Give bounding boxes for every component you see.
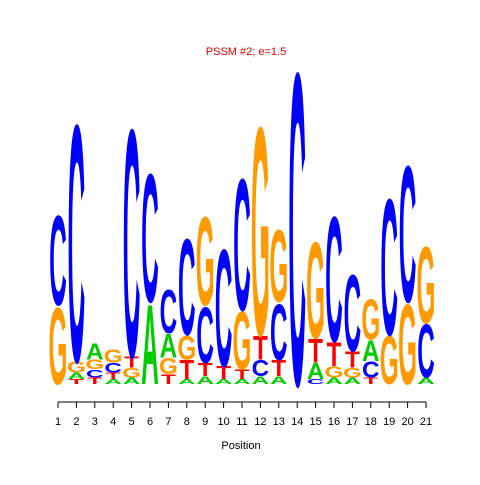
logo-letter: C <box>160 276 178 346</box>
logo-letter: T <box>179 356 194 386</box>
x-tick-label: 12 <box>254 416 266 428</box>
logo-letter: T <box>87 376 102 386</box>
x-tick-label: 14 <box>291 416 303 428</box>
logo-letter: A <box>160 328 178 366</box>
logo-letter: T <box>235 367 250 382</box>
x-tick-label: 21 <box>420 416 432 428</box>
logo-letter: C <box>380 159 398 377</box>
logo-letter: G <box>343 366 362 381</box>
logo-letter: G <box>361 289 380 353</box>
logo-letter: G <box>380 321 399 398</box>
logo-letter: C <box>288 0 306 480</box>
logo-letter: T <box>198 360 213 380</box>
logo-letter: A <box>270 374 288 387</box>
logo-letter: T <box>161 372 176 387</box>
logo-letter: C <box>215 216 233 402</box>
logo-letter: A <box>141 280 159 409</box>
x-axis-label: Position <box>221 440 260 452</box>
logo-letter: G <box>196 192 215 332</box>
x-tick-label: 18 <box>365 416 377 428</box>
logo-letter: T <box>216 363 231 383</box>
logo-letter: C <box>417 309 435 394</box>
logo-letter: T <box>327 336 342 374</box>
logo-letter: A <box>325 376 343 386</box>
logo-letter: G <box>49 285 68 408</box>
logo-letter: G <box>398 280 417 409</box>
chart-title: PSSM #2; e=1.5 <box>206 46 286 58</box>
logo-letter: C <box>344 252 362 375</box>
logo-letter: G <box>233 295 252 387</box>
logo-letter: G <box>177 329 196 367</box>
logo-letter: G <box>122 366 141 381</box>
logo-letter: G <box>67 358 86 376</box>
x-tick-label: 20 <box>401 416 413 428</box>
logo-letter: T <box>253 329 268 367</box>
logo-letter: T <box>69 378 84 386</box>
logo-letter: A <box>123 376 141 386</box>
logo-letter: A <box>233 378 251 386</box>
logo-letter: A <box>417 376 435 386</box>
logo-letter: G <box>251 65 270 398</box>
x-tick-label: 19 <box>383 416 395 428</box>
logo-letter: T <box>124 353 139 371</box>
logo-letter: T <box>345 348 360 373</box>
x-tick-label: 9 <box>202 416 208 428</box>
logo-letter: G <box>269 208 288 324</box>
logo-letter: G <box>306 214 325 367</box>
logo-letter: A <box>307 360 325 385</box>
logo-letter: G <box>325 363 344 381</box>
x-tick-label: 8 <box>184 416 190 428</box>
logo-letter: G <box>159 355 178 380</box>
logo-letter: A <box>344 376 362 386</box>
x-tick-label: 3 <box>92 416 98 428</box>
logo-letter: C <box>86 368 104 381</box>
x-tick-label: 6 <box>147 416 153 428</box>
logo-letter: T <box>308 333 323 371</box>
logo-letter: C <box>104 361 122 376</box>
x-tick-label: 11 <box>236 416 247 428</box>
x-tick-label: 10 <box>217 416 229 428</box>
logo-letter: C <box>141 136 159 341</box>
logo-letter: G <box>104 346 123 366</box>
logo-letter: A <box>104 378 122 386</box>
x-tick-label: 15 <box>309 416 321 428</box>
logo-letter: C <box>123 61 141 425</box>
logo-letter: T <box>106 371 121 381</box>
logo-letter: C <box>399 126 417 344</box>
x-tick-label: 17 <box>346 416 358 428</box>
logo-letter: C <box>49 188 67 333</box>
logo-letter: G <box>85 357 104 372</box>
logo-letter: C <box>307 378 325 386</box>
logo-letter: C <box>325 181 343 380</box>
logo-letter: A <box>362 333 380 367</box>
logo-letter: C <box>233 141 251 350</box>
logo-letter: A <box>68 371 86 381</box>
logo-letter: C <box>196 289 214 380</box>
x-tick-label: 13 <box>273 416 285 428</box>
logo-letter: T <box>363 376 378 386</box>
logo-letter: T <box>271 356 286 381</box>
x-tick-label: 7 <box>165 416 171 428</box>
x-tick-label: 5 <box>129 416 135 428</box>
logo-letter: A <box>178 378 196 386</box>
logo-letter: C <box>178 211 196 364</box>
logo-letter: C <box>362 358 380 383</box>
logo-letter: A <box>86 340 104 365</box>
logo-letter: G <box>417 224 436 347</box>
logo-letter: A <box>252 374 270 387</box>
logo-letter: C <box>270 286 288 377</box>
x-tick-label: 16 <box>328 416 340 428</box>
x-tick-label: 1 <box>55 416 61 428</box>
x-tick-label: 4 <box>110 416 116 428</box>
x-tick-label: 2 <box>73 416 79 428</box>
logo-letter: A <box>215 378 233 386</box>
logo-letter: C <box>252 356 270 381</box>
logo-letter: C <box>68 53 86 432</box>
logo-letter: A <box>196 374 214 387</box>
